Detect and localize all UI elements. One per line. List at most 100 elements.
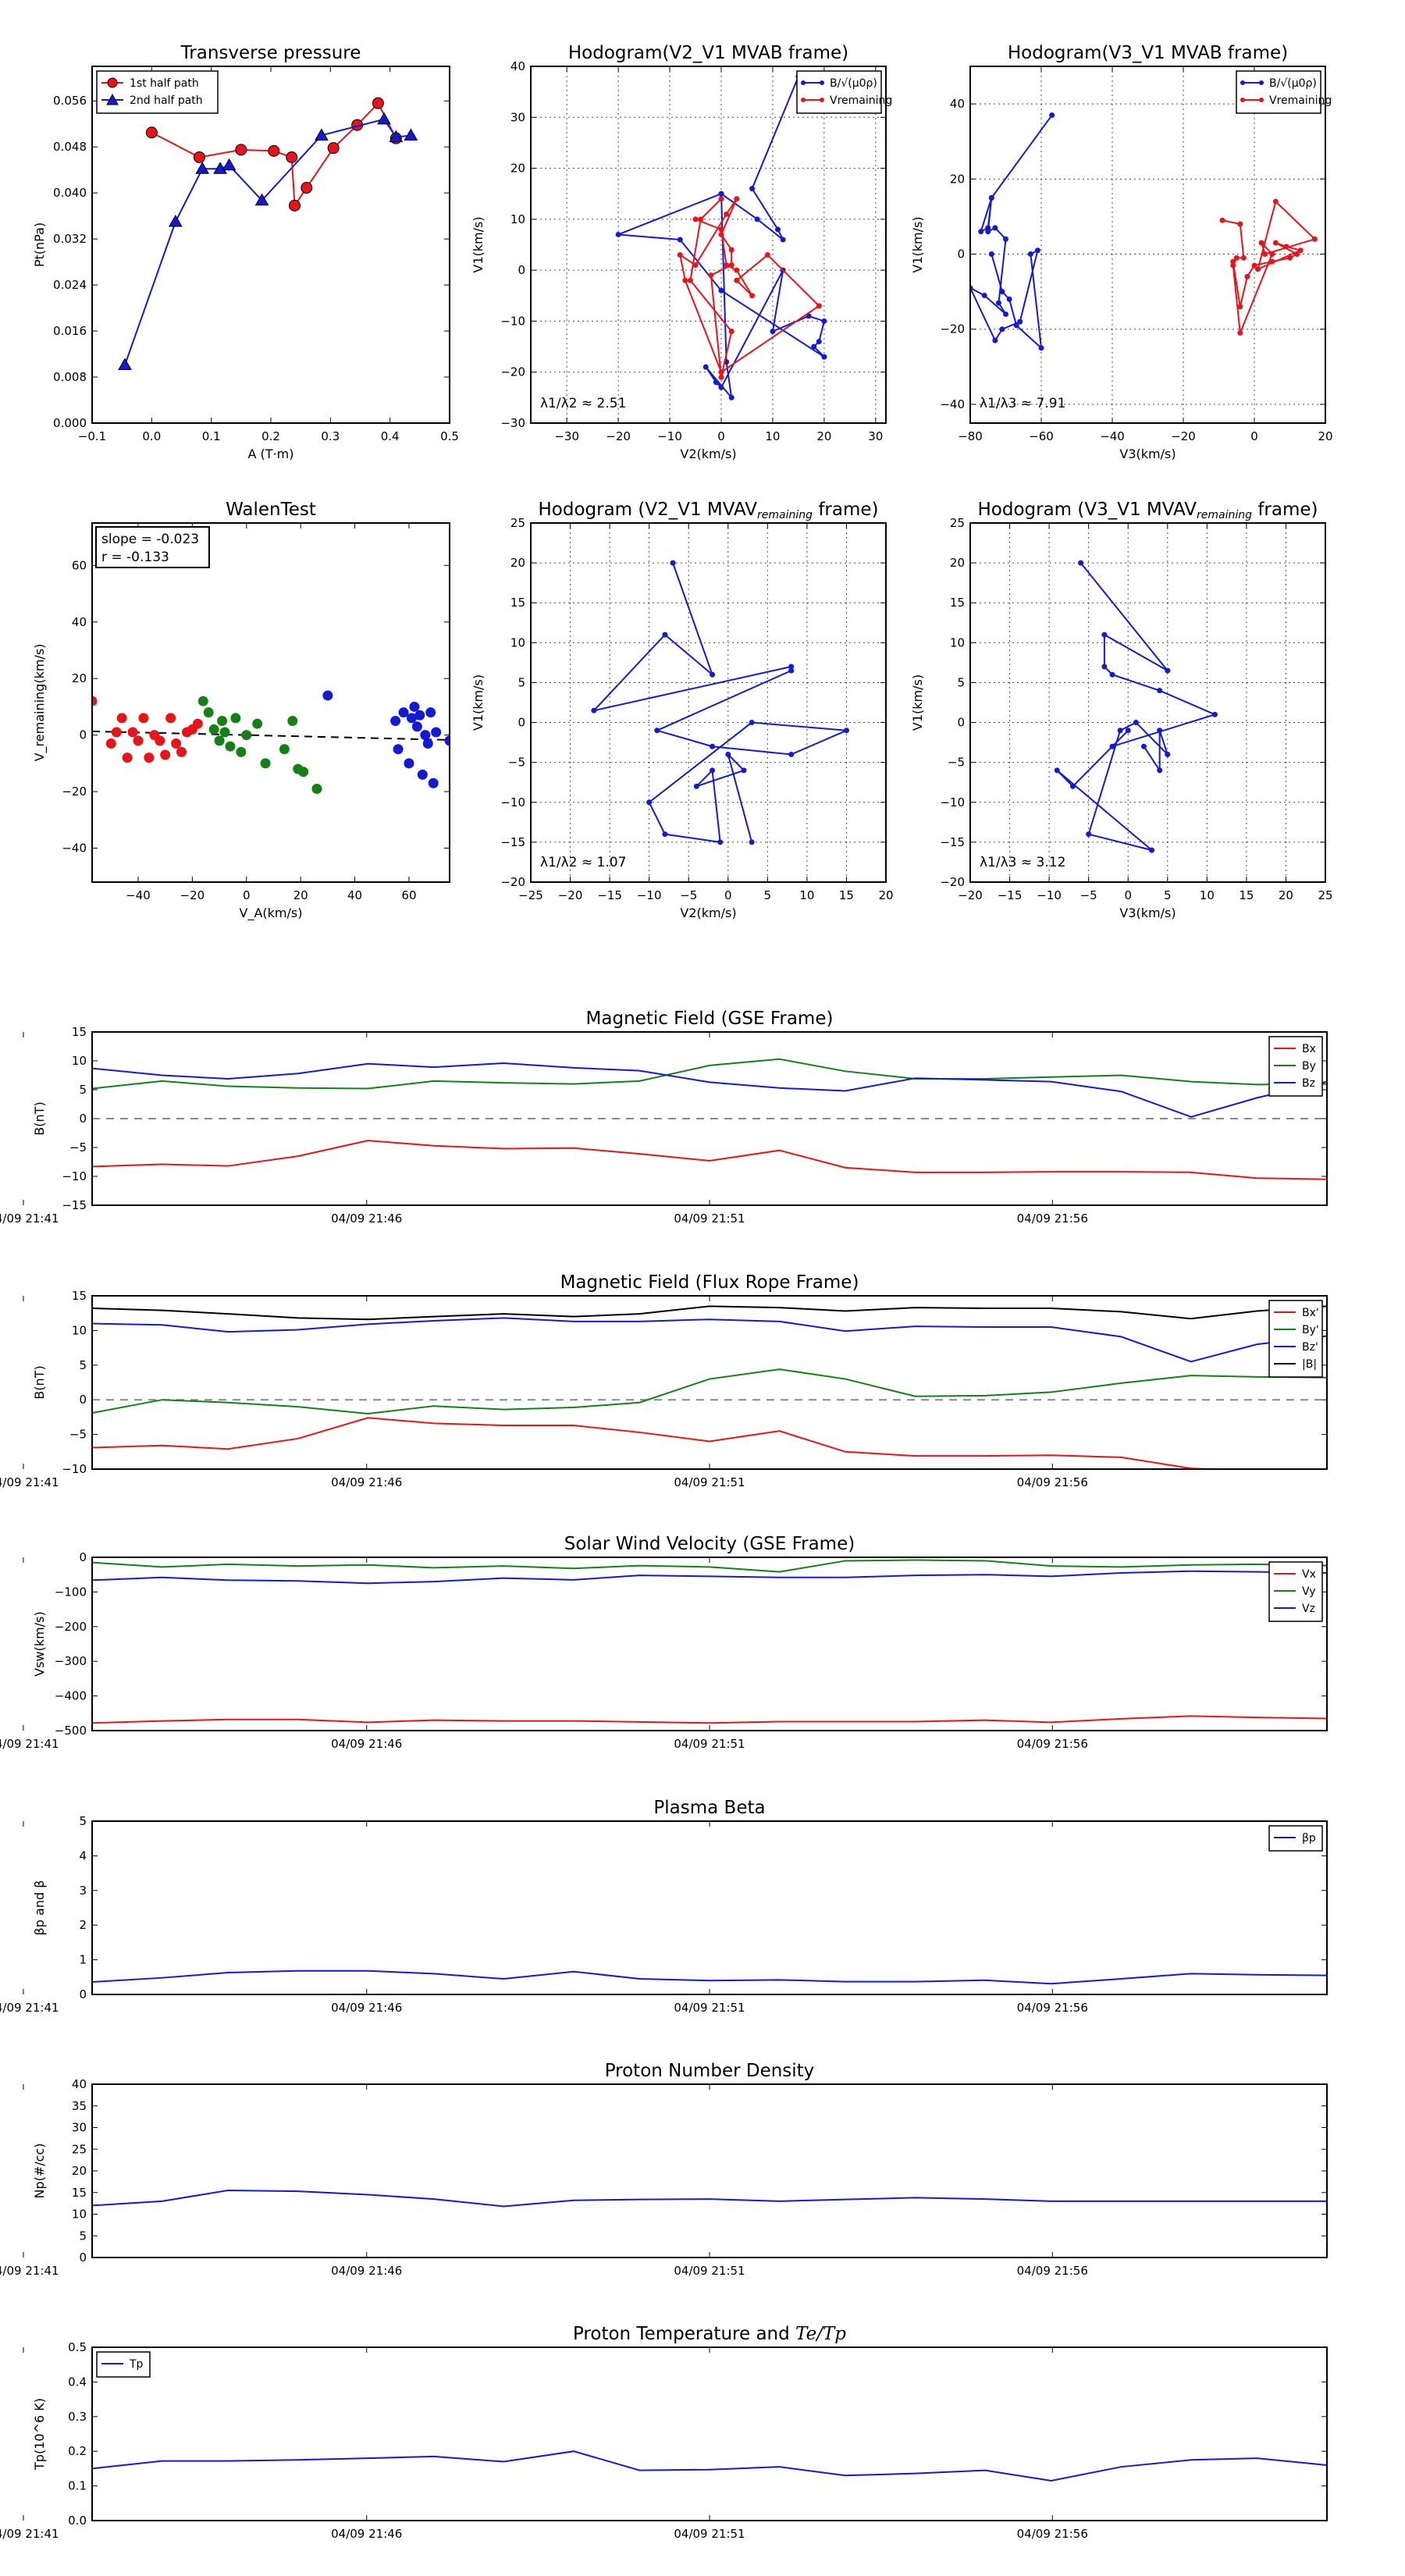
plot-frame xyxy=(91,1557,1328,1731)
x-tick-label: 04/09 21:41 xyxy=(0,1212,59,1226)
x-tick-label: −25 xyxy=(518,888,543,902)
y-tick-label: −5 xyxy=(508,756,525,770)
data-point xyxy=(1078,560,1084,566)
x-tick-label: 0 xyxy=(1250,429,1258,443)
data-point xyxy=(327,142,340,155)
y-tick-label: 20 xyxy=(72,2164,87,2178)
legend-marker xyxy=(1240,98,1245,102)
data-point xyxy=(225,741,236,752)
y-axis-label: V1(km/s) xyxy=(471,216,486,272)
legend: Bx' By' Bz' |B| xyxy=(1268,1300,1323,1378)
legend-marker xyxy=(1240,80,1245,85)
annotation: λ1/λ2 ≈ 1.07 xyxy=(540,855,626,870)
data-point xyxy=(219,727,230,738)
data-point xyxy=(133,735,144,746)
data-point xyxy=(393,744,404,755)
y-tick-label: 0.1 xyxy=(68,2479,87,2493)
y-axis-label: B(nT) xyxy=(32,1101,47,1135)
data-point xyxy=(214,735,225,746)
chart-title: WalenTest xyxy=(226,500,316,520)
data-point xyxy=(1006,296,1012,302)
x-tick-label: 20 xyxy=(816,429,831,443)
annotation: r = -0.133 xyxy=(101,550,169,565)
data-point xyxy=(1003,311,1008,317)
data-point xyxy=(718,384,724,390)
data-point xyxy=(230,713,241,724)
data-point xyxy=(236,746,247,757)
y-tick-label: 0.000 xyxy=(53,416,87,430)
data-point xyxy=(725,751,731,757)
y-tick-label: 1 xyxy=(79,1953,87,1967)
x-tick-label: 04/09 21:51 xyxy=(674,1737,745,1751)
series-line-Bz' xyxy=(92,1317,1327,1363)
x-tick-label: −20 xyxy=(958,888,983,902)
y-tick-label: 0.040 xyxy=(53,186,87,200)
data-point xyxy=(222,158,237,171)
data-point xyxy=(193,151,205,163)
y-tick-label: 0 xyxy=(957,716,965,730)
data-point xyxy=(1165,667,1171,674)
chart-bgse: −15 −10 −5 0 5 10 15 04/09 21:41 04/09 21:46 04/0… xyxy=(0,1009,1328,1226)
y-tick-label: 10 xyxy=(72,1054,87,1068)
x-tick-label: 04/09 21:51 xyxy=(674,2264,745,2278)
data-point xyxy=(1165,751,1171,757)
chart-vsw: −500 −400 −300 −200 −100 0 04/09 21:41 04/09 21… xyxy=(0,1534,1328,1751)
legend: Bx By Bz xyxy=(1268,1036,1323,1097)
x-tick-label: −15 xyxy=(998,888,1023,902)
y-tick-label: 5 xyxy=(79,2229,87,2243)
chart-h2: −40 −20 0 20 40 −80 −60 −40 −20 0 20 Hodogram(V3_V1… xyxy=(910,43,1333,461)
chart-title-math: Te/Tp xyxy=(795,2324,846,2344)
chart-tp: 0.000 0.008 0.016 0.024 0.032 0.040 0.048 0.056… xyxy=(32,43,459,461)
data-point xyxy=(389,130,404,143)
x-tick-label: 20 xyxy=(1318,429,1332,443)
data-point xyxy=(978,229,984,235)
y-tick-label: 20 xyxy=(950,172,965,186)
x-tick-label: 04/09 21:56 xyxy=(1017,2001,1088,2015)
y-tick-label: 0 xyxy=(518,716,525,730)
data-point xyxy=(692,216,699,222)
series-line-Tp xyxy=(92,2450,1327,2482)
chart-title: Magnetic Field (Flux Rope Frame) xyxy=(560,1272,859,1293)
y-axis-label: V1(km/s) xyxy=(910,674,925,731)
data-point xyxy=(322,690,333,701)
series-line-Vremaining xyxy=(1222,200,1317,333)
y-tick-label: 10 xyxy=(72,2208,87,2222)
plot-area xyxy=(92,2450,1327,2482)
y-tick-label: 30 xyxy=(510,110,525,124)
data-point xyxy=(208,724,219,735)
data-point xyxy=(1157,688,1163,694)
y-tick-label: −10 xyxy=(62,1169,87,1183)
data-point xyxy=(1230,258,1236,265)
data-point xyxy=(1017,318,1023,325)
chart-title: Hodogram(V2_V1 MVAB frame) xyxy=(568,43,848,63)
y-tick-label: 0.3 xyxy=(68,2410,87,2424)
chart-title-end: frame) xyxy=(1252,500,1318,520)
data-point xyxy=(988,194,994,201)
x-tick-label: −60 xyxy=(1029,429,1054,443)
x-tick-label: 04/09 21:41 xyxy=(0,2527,59,2541)
data-point xyxy=(718,374,724,380)
data-point xyxy=(1003,236,1008,242)
data-point xyxy=(749,293,756,299)
x-tick-label: 04/09 21:46 xyxy=(331,2001,402,2015)
legend: βp xyxy=(1268,1825,1323,1852)
x-axis-label: V_A(km/s) xyxy=(240,906,303,921)
data-point xyxy=(431,727,442,738)
data-point xyxy=(428,777,439,788)
data-point xyxy=(372,97,384,109)
data-point xyxy=(615,231,621,237)
data-point xyxy=(718,190,724,197)
series-line-Vremaining xyxy=(678,198,820,378)
data-point xyxy=(1311,236,1318,242)
data-point xyxy=(1157,728,1163,734)
legend-marker xyxy=(801,98,806,102)
chart-title: Hodogram(V3_V1 MVAB frame) xyxy=(1008,43,1288,63)
data-point xyxy=(138,713,149,724)
y-tick-label: −40 xyxy=(62,841,87,856)
y-tick-label: 40 xyxy=(72,615,87,629)
y-tick-label: −10 xyxy=(940,795,965,809)
data-point xyxy=(728,328,735,334)
plot-area xyxy=(118,97,418,371)
x-tick-label: 0.1 xyxy=(202,429,221,443)
data-point xyxy=(268,144,280,157)
